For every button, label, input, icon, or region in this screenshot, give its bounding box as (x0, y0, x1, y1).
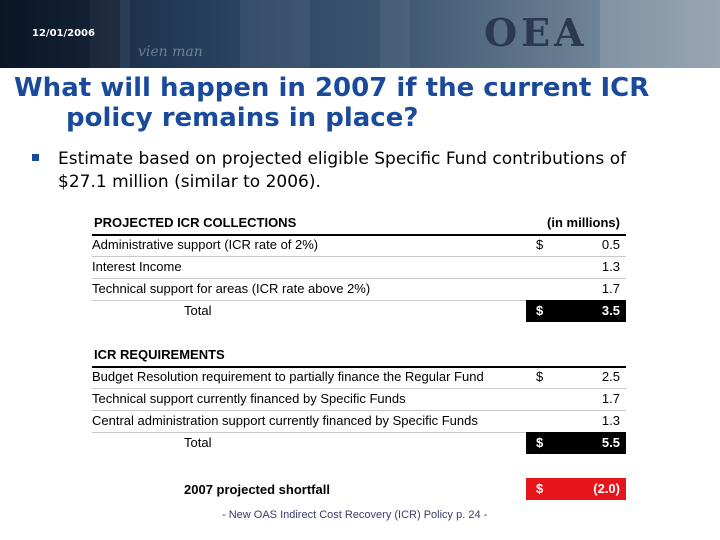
table-row: Interest Income 1.3 (92, 256, 626, 279)
units-label: (in millions) (547, 215, 620, 230)
banner-texture (240, 0, 310, 68)
row-value: 1.3 (601, 259, 620, 274)
slide-title: What will happen in 2007 if the current … (14, 73, 714, 133)
requirements-heading: ICR REQUIREMENTS (94, 347, 225, 362)
table-row: Budget Resolution requirement to partial… (92, 366, 626, 389)
row-value: 2.5 (601, 369, 620, 384)
header-banner: 12/01/2006 vien man OEA (0, 0, 720, 68)
collections-header: PROJECTED ICR COLLECTIONS (in millions) (92, 214, 626, 236)
bullet-line-1: Estimate based on projected eligible Spe… (58, 149, 627, 169)
shortfall-label: 2007 projected shortfall (184, 482, 330, 497)
row-label: Administrative support (ICR rate of 2%) (92, 237, 319, 252)
row-label: Budget Resolution requirement to partial… (92, 369, 484, 384)
square-bullet-icon (32, 154, 39, 161)
total-row: Total $ 3.5 (92, 300, 626, 322)
row-value: 1.7 (601, 391, 620, 406)
title-line-2: policy remains in place? (66, 103, 419, 133)
total-value: 5.5 (601, 435, 620, 450)
shortfall-value: (2.0) (593, 481, 620, 496)
collections-heading: PROJECTED ICR COLLECTIONS (94, 215, 297, 230)
row-currency: $ (536, 237, 544, 252)
page-footer: - New OAS Indirect Cost Recovery (ICR) P… (222, 509, 488, 521)
table-row: Technical support currently financed by … (92, 388, 626, 411)
banner-shade (600, 0, 720, 68)
requirements-header: ICR REQUIREMENTS (92, 346, 626, 368)
row-value: 1.7 (601, 281, 620, 296)
total-label: Total (184, 303, 212, 318)
table-row: Technical support for areas (ICR rate ab… (92, 278, 626, 301)
oea-logo: OEA (484, 10, 588, 55)
total-box: $ 5.5 (526, 432, 626, 454)
row-value: 1.3 (601, 413, 620, 428)
row-label: Technical support currently financed by … (92, 391, 406, 406)
banner-texture (90, 0, 130, 68)
table-row: Central administration support currently… (92, 410, 626, 433)
row-value: 0.5 (601, 237, 620, 252)
banner-shade (0, 0, 120, 68)
total-value: 3.5 (601, 303, 620, 318)
total-box: $ 3.5 (526, 300, 626, 322)
table-row: Administrative support (ICR rate of 2%) … (92, 234, 626, 257)
bullet-line-2: $27.1 million (similar to 2006). (58, 172, 321, 192)
shortfall-currency: $ (536, 481, 544, 496)
row-label: Technical support for areas (ICR rate ab… (92, 281, 371, 296)
total-label: Total (184, 435, 212, 450)
row-label: Interest Income (92, 259, 182, 274)
bullet-item: Estimate based on projected eligible Spe… (32, 148, 692, 194)
total-currency: $ (536, 303, 544, 318)
header-date: 12/01/2006 (32, 28, 95, 39)
banner-texture (380, 0, 410, 68)
row-currency: $ (536, 369, 544, 384)
total-currency: $ (536, 435, 544, 450)
total-row: Total $ 5.5 (92, 432, 626, 454)
title-line-1: What will happen in 2007 if the current … (14, 73, 650, 103)
header-scribble: vien man (138, 44, 203, 60)
shortfall-box: $ (2.0) (526, 478, 626, 500)
row-label: Central administration support currently… (92, 413, 478, 428)
